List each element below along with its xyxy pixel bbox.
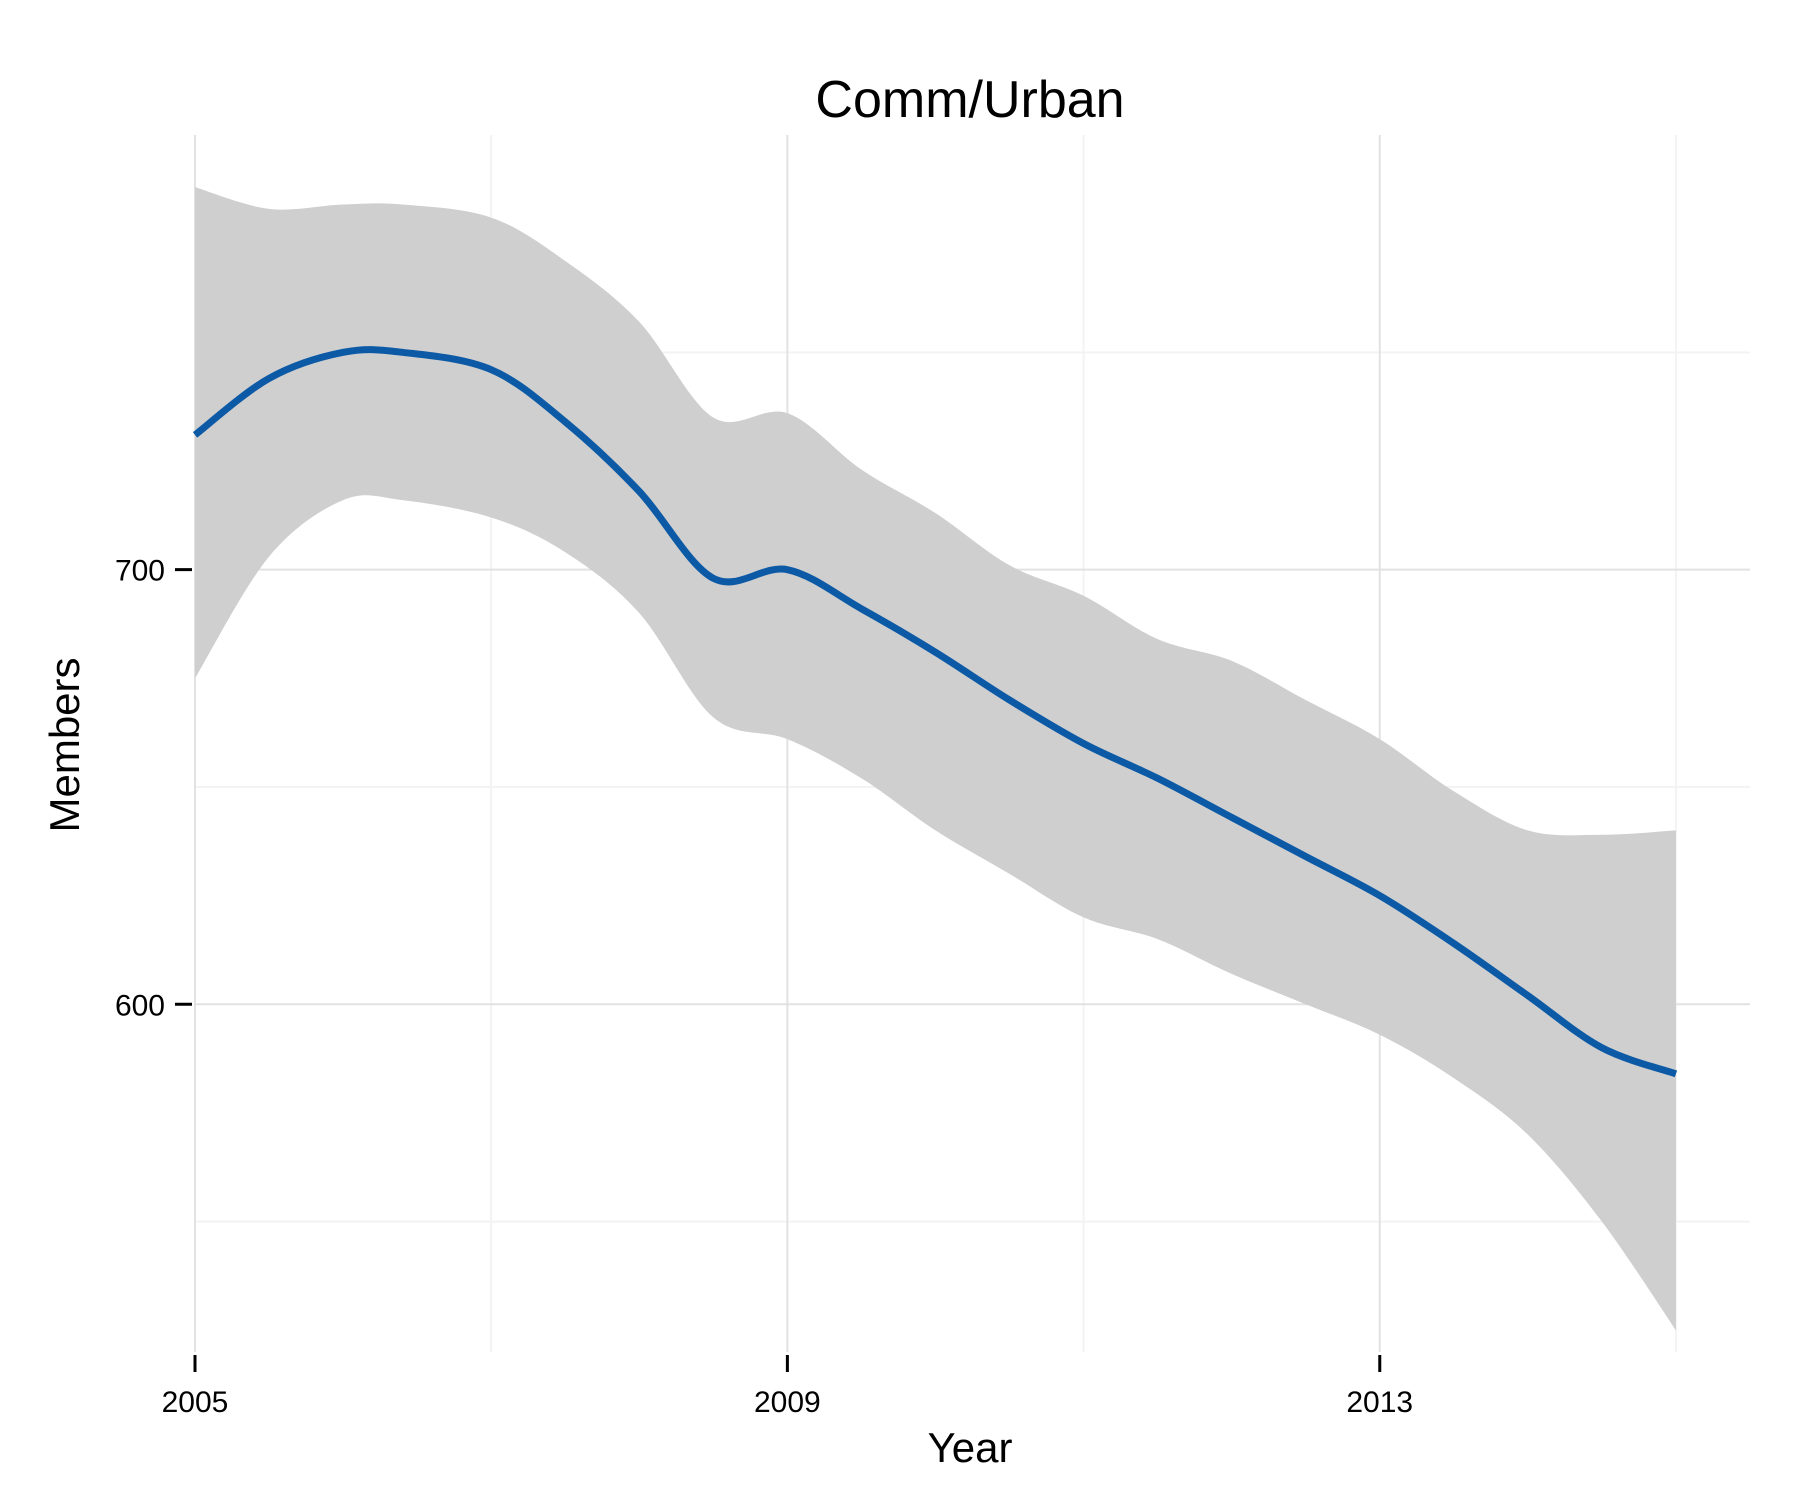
axes: 2005 2009 2013 600 700 xyxy=(115,555,1413,1419)
y-tick-label: 700 xyxy=(115,555,165,588)
confidence-band xyxy=(195,187,1676,1331)
chart-title: Comm/Urban xyxy=(815,71,1124,129)
trend-line xyxy=(192,346,1678,1078)
x-tick-label: 2009 xyxy=(754,1386,821,1419)
y-axis-title: Members xyxy=(41,657,88,832)
x-axis-title: Year xyxy=(928,1424,1013,1471)
trend-line-path xyxy=(192,346,1678,1078)
confidence-band-area xyxy=(195,187,1676,1331)
y-tick-label: 600 xyxy=(115,989,165,1022)
x-tick-label: 2005 xyxy=(162,1386,229,1419)
x-tick-label: 2013 xyxy=(1346,1386,1413,1419)
